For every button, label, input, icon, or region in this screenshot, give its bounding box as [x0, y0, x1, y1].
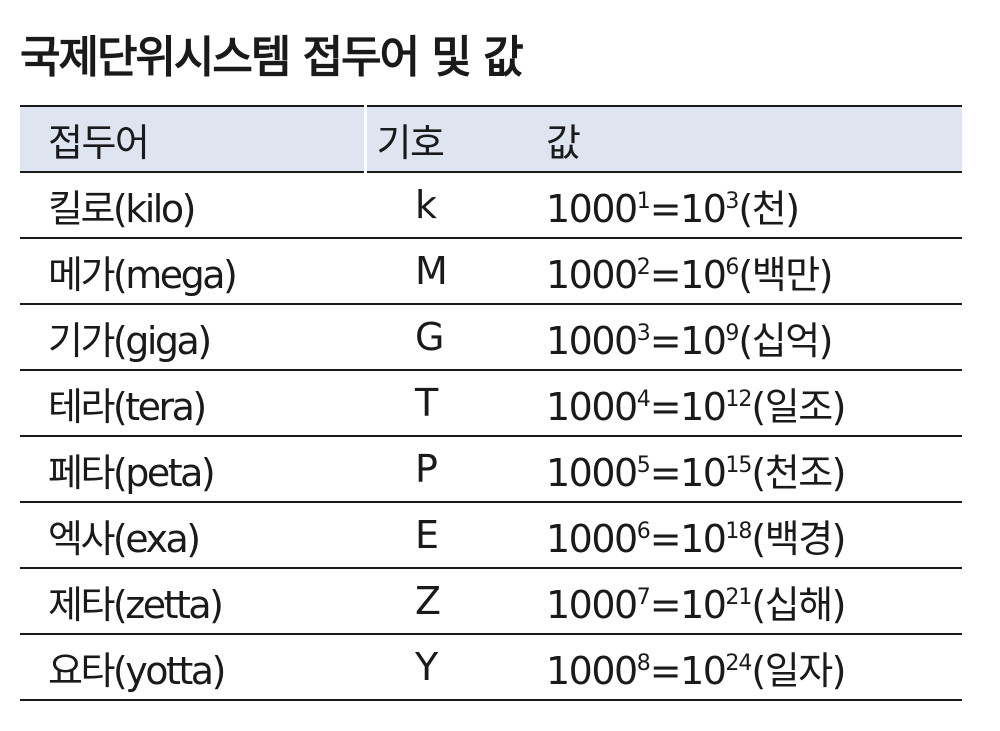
- prefix-cell: 엑사(exa): [20, 502, 365, 569]
- prefix-cell: 기가(giga): [20, 304, 365, 371]
- prefix-cell: 제타(zetta): [20, 568, 365, 635]
- symbol-cell: Y: [365, 634, 538, 701]
- value-base-exponent: 7: [636, 584, 651, 610]
- equals-sign: =: [649, 648, 682, 693]
- equals-sign: =: [649, 582, 682, 627]
- prefix-cell: 킬로(kilo): [20, 172, 365, 239]
- value-base-exponent: 8: [636, 650, 651, 676]
- equals-sign: =: [649, 516, 682, 561]
- header-symbol: 기호: [363, 105, 538, 173]
- value-power-exponent: 9: [725, 320, 739, 346]
- table-row: 요타(yotta) Y 10008=1024(일자): [20, 634, 962, 701]
- value-cell: 10006=1018(백경): [538, 502, 962, 569]
- value-base-exponent: 6: [636, 518, 651, 544]
- value-power-base: 10: [680, 384, 727, 429]
- value-power-base: 10: [680, 318, 727, 363]
- korean-number-name: (백만): [738, 252, 833, 297]
- value-power-base: 10: [680, 252, 727, 297]
- table-row: 페타(peta) P 10005=1015(천조): [20, 436, 962, 503]
- value-base: 1000: [546, 384, 638, 429]
- value-base: 1000: [546, 516, 638, 561]
- symbol-cell: G: [365, 304, 538, 371]
- value-power-exponent: 18: [725, 518, 752, 544]
- table-row: 메가(mega) M 10002=106(백만): [20, 238, 962, 305]
- symbol-cell: Z: [365, 568, 538, 635]
- table-row: 제타(zetta) Z 10007=1021(십해): [20, 568, 962, 635]
- symbol-cell: T: [365, 370, 538, 437]
- table-row: 엑사(exa) E 10006=1018(백경): [20, 502, 962, 569]
- value-base-exponent: 1: [636, 188, 651, 214]
- value-cell: 10002=106(백만): [538, 238, 962, 305]
- korean-number-name: (십억): [738, 318, 833, 363]
- value-power-base: 10: [680, 648, 727, 693]
- header-value: 값: [538, 105, 962, 173]
- page-title: 국제단위시스템 접두어 및 값: [20, 32, 524, 83]
- korean-number-name: (일자): [751, 648, 846, 693]
- prefix-cell: 요타(yotta): [20, 634, 365, 701]
- table-row: 킬로(kilo) k 10001=103(천): [20, 172, 962, 239]
- prefix-cell: 메가(mega): [20, 238, 365, 305]
- value-power-exponent: 21: [725, 584, 752, 610]
- value-power-exponent: 3: [725, 188, 739, 214]
- value-base: 1000: [546, 252, 638, 297]
- korean-number-name: (백경): [751, 516, 846, 561]
- korean-number-name: (십해): [751, 582, 846, 627]
- value-cell: 10001=103(천): [538, 172, 962, 239]
- value-base: 1000: [546, 450, 638, 495]
- value-power-base: 10: [680, 186, 727, 231]
- value-base-exponent: 3: [636, 320, 651, 346]
- equals-sign: =: [649, 186, 682, 231]
- value-power-exponent: 24: [725, 650, 752, 676]
- value-base-exponent: 5: [636, 452, 651, 478]
- prefix-cell: 테라(tera): [20, 370, 365, 437]
- table-header-row: 접두어 기호 값: [20, 105, 962, 173]
- value-power-base: 10: [680, 516, 727, 561]
- value-base-exponent: 2: [636, 254, 651, 280]
- value-power-exponent: 15: [725, 452, 752, 478]
- korean-number-name: (천조): [751, 450, 846, 495]
- table-row: 테라(tera) T 10004=1012(일조): [20, 370, 962, 437]
- value-base-exponent: 4: [636, 386, 651, 412]
- header-prefix: 접두어: [20, 105, 365, 173]
- symbol-cell: k: [365, 172, 538, 239]
- value-power-base: 10: [680, 450, 727, 495]
- value-base: 1000: [546, 648, 638, 693]
- equals-sign: =: [649, 318, 682, 363]
- equals-sign: =: [649, 252, 682, 297]
- korean-number-name: (일조): [751, 384, 846, 429]
- prefix-cell: 페타(peta): [20, 436, 365, 503]
- value-power-exponent: 6: [725, 254, 739, 280]
- symbol-cell: P: [365, 436, 538, 503]
- symbol-cell: E: [365, 502, 538, 569]
- table-row: 기가(giga) G 10003=109(십억): [20, 304, 962, 371]
- value-power-base: 10: [680, 582, 727, 627]
- value-cell: 10007=1021(십해): [538, 568, 962, 635]
- equals-sign: =: [649, 450, 682, 495]
- equals-sign: =: [649, 384, 682, 429]
- value-cell: 10008=1024(일자): [538, 634, 962, 701]
- value-base: 1000: [546, 582, 638, 627]
- si-prefix-table: 접두어 기호 값 킬로(kilo) k 10001=103(천) 메가(mega) M 1…: [20, 105, 962, 701]
- value-cell: 10004=1012(일조): [538, 370, 962, 437]
- value-power-exponent: 12: [725, 386, 752, 412]
- korean-number-name: (천): [738, 186, 800, 231]
- value-base: 1000: [546, 318, 638, 363]
- symbol-cell: M: [365, 238, 538, 305]
- value-cell: 10003=109(십억): [538, 304, 962, 371]
- value-cell: 10005=1015(천조): [538, 436, 962, 503]
- value-base: 1000: [546, 186, 638, 231]
